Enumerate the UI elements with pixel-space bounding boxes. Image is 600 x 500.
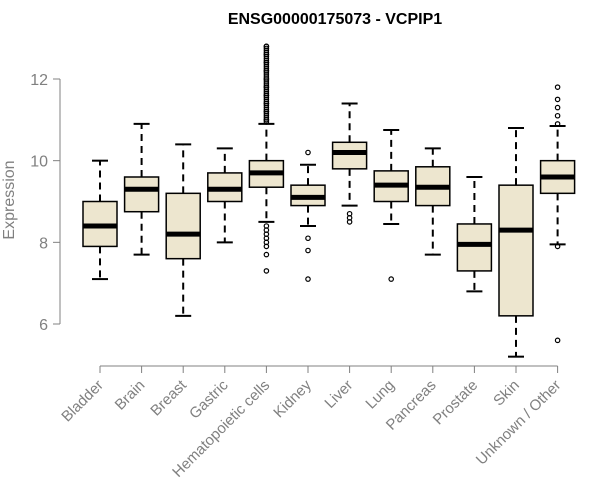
- dense-outliers: [263, 43, 270, 125]
- y-tick-label: 12: [30, 72, 48, 89]
- outlier-point: [554, 112, 561, 119]
- x-tick-label: Liver: [321, 377, 356, 412]
- y-axis-label: Expression: [1, 160, 18, 239]
- outlier-point: [305, 235, 311, 242]
- outlier-point: [263, 45, 270, 52]
- y-tick-label: 10: [30, 154, 48, 171]
- x-tick-label: Prostate: [430, 377, 482, 429]
- box-iqr: [331, 141, 368, 170]
- outlier-point: [263, 268, 270, 274]
- outlier-point: [263, 251, 270, 258]
- box-group-lung: [373, 129, 409, 282]
- outlier-point: [305, 247, 311, 254]
- outlier-point: [346, 210, 353, 217]
- box-group-liver: [331, 102, 368, 225]
- outlier-point: [263, 223, 270, 229]
- box-group-unknown-other: [539, 84, 576, 344]
- outlier-point: [554, 337, 561, 344]
- box-group-prostate: [456, 176, 493, 293]
- outlier-point: [554, 84, 561, 90]
- box-group-gastric: [207, 147, 243, 244]
- box-group-pancreas: [415, 147, 451, 256]
- x-tick-label: Breast: [147, 376, 190, 419]
- y-tick-label: 6: [39, 317, 48, 334]
- x-tick-label: Kidney: [270, 376, 315, 421]
- outlier-point: [305, 276, 311, 282]
- box-iqr: [498, 184, 534, 317]
- plot-area: [82, 43, 576, 358]
- box-group-breast: [165, 143, 201, 317]
- y-axis: 6 8 10 12: [30, 72, 61, 334]
- box-group-brain: [123, 122, 160, 256]
- x-tick-label: Skin: [490, 377, 523, 410]
- box-iqr: [456, 223, 493, 272]
- outlier-point: [305, 149, 311, 156]
- x-tick-label: Bladder: [58, 377, 107, 426]
- box-group-kidney: [290, 149, 326, 282]
- x-tick-label: Lung: [362, 377, 398, 413]
- outlier-point: [263, 43, 270, 50]
- box-iqr: [123, 176, 160, 213]
- box-group-bladder: [82, 159, 118, 281]
- y-tick-label: 8: [39, 235, 48, 252]
- outlier-point: [388, 276, 395, 282]
- box-group-skin: [498, 127, 534, 358]
- outlier-point: [554, 104, 561, 111]
- box-iqr: [165, 192, 201, 260]
- x-tick-label: Brain: [112, 377, 149, 414]
- outlier-point: [554, 121, 561, 127]
- chart-title: ENSG00000175073 - VCPIP1: [228, 11, 442, 28]
- outlier-point: [554, 96, 561, 103]
- outlier-point: [554, 243, 561, 250]
